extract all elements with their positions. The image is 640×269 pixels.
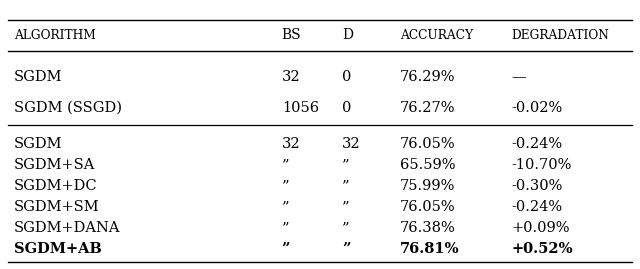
Text: 1056: 1056 (282, 101, 319, 115)
Text: -10.70%: -10.70% (511, 158, 572, 172)
Text: ”: ” (282, 221, 289, 235)
Text: SGDM+SM: SGDM+SM (14, 200, 100, 214)
Text: ”: ” (342, 158, 350, 172)
Text: 0: 0 (342, 101, 351, 115)
Text: ”: ” (282, 158, 289, 172)
Text: -0.30%: -0.30% (511, 179, 563, 193)
Text: -0.24%: -0.24% (511, 200, 563, 214)
Text: ”: ” (342, 200, 350, 214)
Text: ALGORITHM: ALGORITHM (14, 29, 96, 42)
Text: ACCURACY: ACCURACY (399, 29, 473, 42)
Text: 75.99%: 75.99% (399, 179, 455, 193)
Text: ”: ” (282, 179, 289, 193)
Text: ”: ” (342, 242, 351, 256)
Text: BS: BS (282, 29, 301, 43)
Text: 32: 32 (282, 137, 300, 151)
Text: SGDM+AB: SGDM+AB (14, 242, 102, 256)
Text: ”: ” (282, 242, 290, 256)
Text: -0.02%: -0.02% (511, 101, 563, 115)
Text: +0.52%: +0.52% (511, 242, 573, 256)
Text: -0.24%: -0.24% (511, 137, 563, 151)
Text: 0: 0 (342, 70, 351, 84)
Text: DEGRADATION: DEGRADATION (511, 29, 609, 42)
Text: SGDM: SGDM (14, 137, 63, 151)
Text: ”: ” (342, 221, 350, 235)
Text: 76.81%: 76.81% (399, 242, 460, 256)
Text: ”: ” (342, 179, 350, 193)
Text: SGDM (SSGD): SGDM (SSGD) (14, 101, 122, 115)
Text: SGDM+DC: SGDM+DC (14, 179, 98, 193)
Text: 76.05%: 76.05% (399, 200, 455, 214)
Text: +0.09%: +0.09% (511, 221, 570, 235)
Text: 76.38%: 76.38% (399, 221, 456, 235)
Text: SGDM+DANA: SGDM+DANA (14, 221, 120, 235)
Text: SGDM+SA: SGDM+SA (14, 158, 95, 172)
Text: 32: 32 (282, 70, 300, 84)
Text: 76.29%: 76.29% (399, 70, 455, 84)
Text: D: D (342, 29, 353, 43)
Text: ”: ” (282, 200, 289, 214)
Text: 76.27%: 76.27% (399, 101, 455, 115)
Text: —: — (511, 70, 526, 84)
Text: SGDM: SGDM (14, 70, 63, 84)
Text: 65.59%: 65.59% (399, 158, 455, 172)
Text: 76.05%: 76.05% (399, 137, 455, 151)
Text: 32: 32 (342, 137, 361, 151)
